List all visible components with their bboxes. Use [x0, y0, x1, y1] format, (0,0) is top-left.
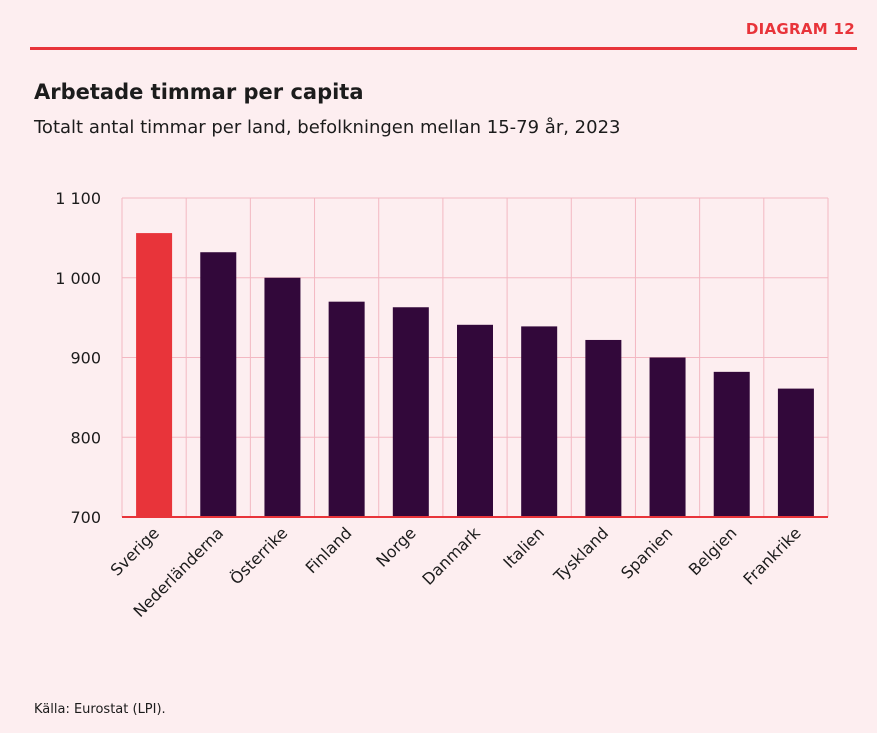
y-axis-tick-labels: 700 800 900 1 000 1 100 — [55, 189, 101, 527]
x-tick-label: Österrike — [226, 523, 291, 588]
bar-7 — [585, 339, 622, 517]
bar-9 — [713, 371, 750, 517]
diagram-number-label: DIAGRAM 12 — [745, 20, 855, 38]
bars — [136, 233, 814, 518]
x-tick-label: Spanien — [617, 523, 676, 582]
x-tick-label: Frankrike — [739, 523, 804, 588]
x-tick-label: Sverige — [107, 523, 163, 579]
source-note: Källa: Eurostat (LPI). — [34, 702, 166, 717]
chart-title: Arbetade timmar per capita — [34, 80, 364, 104]
x-tick-label: Danmark — [418, 523, 484, 589]
x-tick-label: Finland — [302, 523, 356, 577]
y-tick-label: 700 — [70, 508, 101, 527]
x-tick-label: Belgien — [685, 523, 741, 579]
y-tick-label: 800 — [70, 428, 101, 447]
bar-4 — [392, 307, 429, 517]
x-tick-label: Italien — [499, 523, 548, 572]
bar-10 — [777, 388, 814, 517]
chart-subtitle: Totalt antal timmar per land, befolkning… — [34, 117, 621, 138]
y-tick-label: 1 100 — [55, 189, 101, 208]
bar-6 — [521, 326, 558, 517]
bar-2 — [264, 277, 301, 517]
y-tick-label: 900 — [70, 349, 101, 368]
y-tick-label: 1 000 — [55, 269, 101, 288]
grid-lines — [121, 197, 829, 517]
x-tick-label: Norge — [372, 523, 419, 570]
bar-chart: 700 800 900 1 000 1 100 SverigeNederländerna… — [55, 189, 829, 621]
bar-3 — [328, 301, 365, 517]
bar-0 — [136, 233, 173, 517]
bar-1 — [200, 252, 237, 518]
bar-8 — [649, 357, 686, 517]
bar-5 — [457, 324, 493, 517]
x-tick-label: Tyskland — [549, 523, 612, 586]
top-divider — [30, 47, 857, 50]
